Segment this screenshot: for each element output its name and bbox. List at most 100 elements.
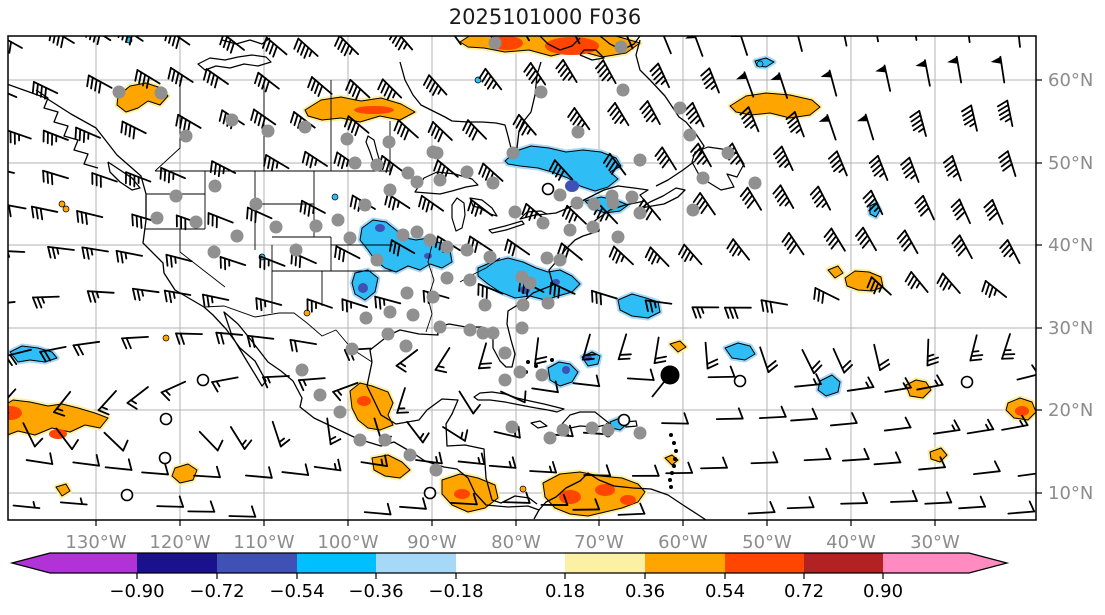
barb-feather xyxy=(867,376,875,388)
barb-feather xyxy=(209,500,216,513)
barb-feather xyxy=(265,39,271,52)
barb-feather xyxy=(128,36,133,46)
barb-half-feather xyxy=(873,206,880,213)
colorbar-tick-label: 0.72 xyxy=(784,581,824,602)
station-dot xyxy=(207,245,221,259)
chart-title: 2025101000 F036 xyxy=(449,5,641,29)
barb-staff xyxy=(715,417,744,420)
station-dot xyxy=(463,323,477,337)
barb-feather xyxy=(581,357,595,361)
barb-feather xyxy=(349,194,354,208)
barb-feather xyxy=(377,78,384,91)
barb-feather xyxy=(175,71,180,85)
barb-feather xyxy=(243,439,253,450)
barb-feather xyxy=(94,78,98,92)
station-dot xyxy=(433,320,447,334)
barb-feather xyxy=(728,306,735,319)
barb-feather xyxy=(168,290,173,304)
wind-barb xyxy=(803,447,832,462)
station-dot xyxy=(381,327,395,341)
station-dot xyxy=(225,113,239,127)
wind-barb xyxy=(31,81,59,100)
wind-barb xyxy=(360,454,388,468)
wind-barb xyxy=(685,36,704,57)
barb-staff xyxy=(25,459,54,465)
wind-barb xyxy=(8,204,27,218)
barb-pennant xyxy=(832,20,843,27)
barb-half-feather xyxy=(1004,117,1012,123)
wind-barb xyxy=(202,293,230,308)
barb-feather xyxy=(183,118,187,132)
barb-feather xyxy=(250,108,255,121)
wind-barb xyxy=(942,154,962,182)
barb-feather xyxy=(222,36,228,49)
station-dot xyxy=(553,253,567,267)
island-dot xyxy=(669,433,673,437)
station-dot xyxy=(154,86,168,100)
barb-feather xyxy=(426,77,433,90)
barb-staff xyxy=(8,301,16,304)
station-dot xyxy=(403,448,417,462)
barb-half-feather xyxy=(737,248,743,256)
barb-half-feather xyxy=(653,300,657,309)
station-dot xyxy=(331,213,345,227)
barb-feather xyxy=(434,127,441,140)
wind-barb xyxy=(770,72,789,99)
barb-feather xyxy=(706,363,719,370)
barb-staff xyxy=(958,505,986,510)
barb-feather xyxy=(301,150,307,164)
wind-barb xyxy=(490,36,496,42)
barb-feather xyxy=(903,241,913,252)
station-dot xyxy=(150,211,164,225)
barb-feather xyxy=(605,464,612,477)
barb-feather xyxy=(732,306,739,319)
barb-feather xyxy=(1035,363,1036,366)
wind-barb xyxy=(399,497,427,510)
contour-speck xyxy=(519,485,527,493)
barb-staff xyxy=(8,204,27,210)
barb-feather xyxy=(739,186,749,198)
wind-barb xyxy=(53,390,72,417)
lake-outline xyxy=(519,210,548,220)
border-line xyxy=(425,244,435,333)
barb-feather xyxy=(988,285,994,298)
barb-feather xyxy=(595,374,601,388)
wind-barb xyxy=(916,374,944,391)
barb-feather xyxy=(30,205,35,219)
barb-feather xyxy=(334,245,338,259)
colorbar-segment xyxy=(376,553,456,573)
wind-barb xyxy=(736,71,755,98)
barb-feather xyxy=(863,447,870,460)
wind-barb xyxy=(104,458,133,471)
coastline xyxy=(640,187,686,209)
barb-feather xyxy=(337,458,342,472)
barb-feather xyxy=(729,241,737,253)
barb-staff xyxy=(694,36,704,57)
barb-feather xyxy=(534,356,548,361)
barb-feather xyxy=(909,109,921,119)
wind-barb xyxy=(549,281,576,299)
wind-barb xyxy=(103,431,129,452)
barb-feather xyxy=(263,154,268,167)
station-dot xyxy=(313,388,327,402)
barb-feather xyxy=(279,438,291,448)
barb-feather xyxy=(998,150,1009,159)
contour-patch xyxy=(542,471,646,517)
barb-feather xyxy=(900,156,911,166)
wind-barb xyxy=(250,108,277,129)
station-dot xyxy=(382,135,396,149)
barb-feather xyxy=(611,163,619,175)
barb-feather xyxy=(744,118,755,129)
wind-barb xyxy=(572,498,601,511)
barb-feather xyxy=(72,344,80,356)
barb-staff xyxy=(55,427,73,451)
wind-barb xyxy=(31,295,60,309)
barb-feather xyxy=(521,124,529,136)
barb-staff xyxy=(1017,36,1021,48)
barb-staff xyxy=(967,36,971,44)
barb-staff xyxy=(502,501,531,504)
wind-barb xyxy=(313,458,342,472)
wind-barb xyxy=(561,204,587,225)
barb-feather xyxy=(314,81,320,95)
barb-feather xyxy=(400,125,407,138)
